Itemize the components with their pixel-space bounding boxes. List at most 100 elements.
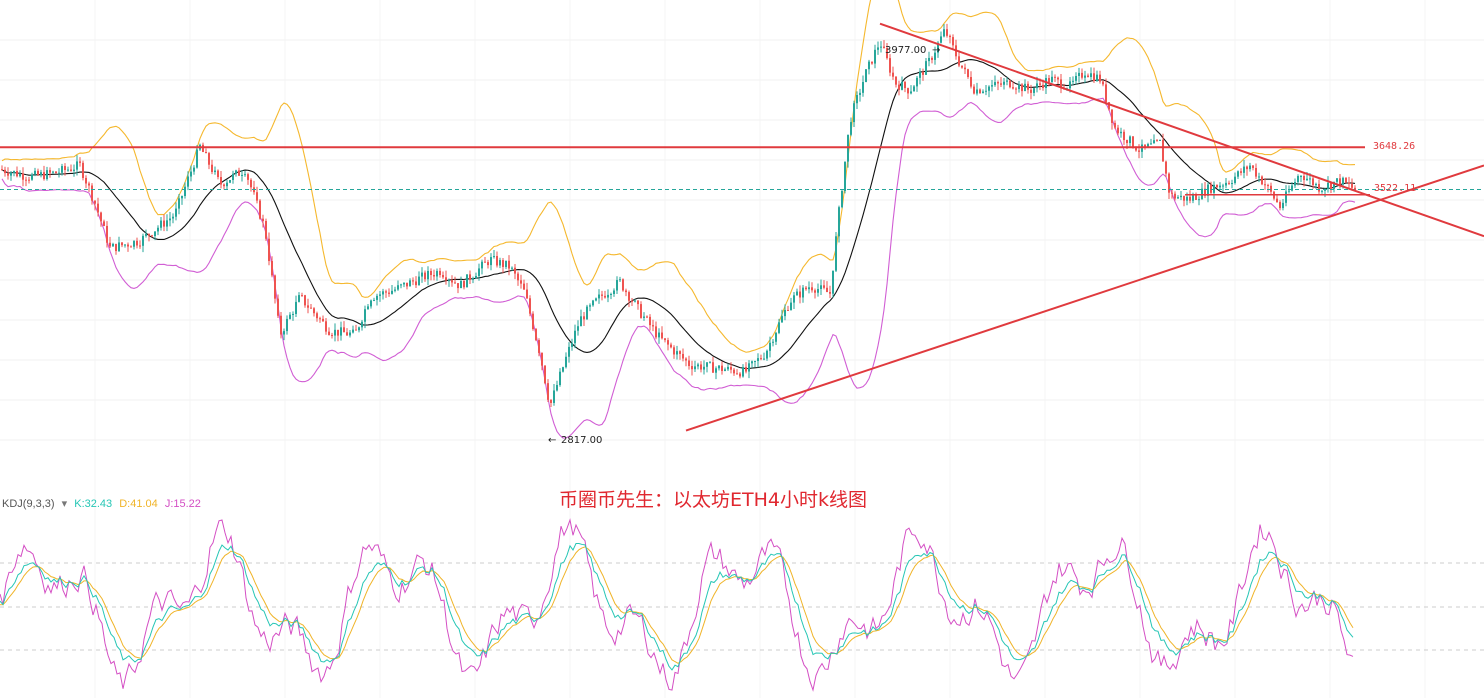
candle-body (379, 294, 381, 296)
upper-band-line (1, 0, 1356, 353)
candle-body (643, 316, 645, 318)
candle-body (265, 220, 267, 239)
candle-body (1345, 177, 1347, 183)
candle-body (562, 367, 564, 372)
candle-body (1192, 195, 1194, 201)
candle-body (943, 29, 945, 37)
candle-body (757, 358, 759, 362)
candle-body (694, 366, 696, 370)
candle-body (748, 363, 750, 372)
candle-body (685, 358, 687, 361)
candle-body (1201, 188, 1203, 200)
candle-body (34, 170, 36, 175)
candle-body (1, 169, 3, 171)
candle-body (115, 243, 117, 252)
candle-body (1228, 182, 1230, 184)
candle-body (676, 351, 678, 355)
candle-body (820, 285, 822, 290)
candle-body (691, 366, 693, 370)
candle-body (637, 300, 639, 305)
candle-body (385, 291, 387, 293)
candle-body (1096, 74, 1098, 81)
candle-body (1060, 79, 1062, 89)
candle-body (1099, 74, 1101, 82)
candle-body (331, 334, 333, 336)
candle-body (388, 292, 390, 294)
candle-body (901, 81, 903, 90)
candle-body (1276, 198, 1278, 203)
candle-body (277, 298, 279, 316)
candle-body (625, 290, 627, 293)
candle-body (247, 174, 249, 180)
candle-body (802, 287, 804, 298)
dropdown-caret-icon[interactable]: ▾ (61, 498, 68, 510)
candle-body (280, 315, 282, 335)
candle-body (1090, 73, 1092, 78)
candle-body (1300, 175, 1302, 177)
candle-body (436, 270, 438, 277)
candle-body (70, 169, 72, 171)
candle-body (874, 49, 876, 64)
candle-body (775, 332, 777, 342)
candle-body (322, 318, 324, 322)
candle-body (28, 179, 30, 181)
candle-body (310, 307, 312, 309)
candle-body (1213, 184, 1215, 193)
candle-body (475, 276, 477, 279)
candle-body (589, 305, 591, 307)
candle-body (907, 88, 909, 94)
candle-body (967, 69, 969, 78)
candle-body (1285, 191, 1287, 203)
candle-body (583, 316, 585, 320)
candle-body (1312, 178, 1314, 186)
candle-body (238, 170, 240, 176)
candle-body (679, 351, 681, 354)
candle-body (964, 67, 966, 70)
candle-body (913, 86, 915, 92)
candle-body (1054, 76, 1056, 78)
candle-body (37, 170, 39, 176)
candle-body (1132, 136, 1134, 148)
candle-body (421, 272, 423, 277)
indicator-name[interactable]: KDJ(9,3,3) (2, 498, 55, 510)
candle-body (1153, 140, 1155, 144)
candle-body (724, 369, 726, 371)
candle-body (616, 280, 618, 291)
candle-body (1111, 109, 1113, 123)
candle-body (970, 77, 972, 87)
candle-body (295, 301, 297, 314)
candle-body (88, 183, 90, 186)
candle-body (1351, 183, 1353, 188)
kdj-legend: KDJ(9,3,3) ▾ K:32.43 D:41.04 J:15.22 (2, 497, 205, 510)
resistance-label: 3648.26 (1373, 141, 1415, 152)
candle-body (916, 77, 918, 87)
candle-body (865, 69, 867, 82)
candle-body (415, 281, 417, 286)
candle-body (1165, 161, 1167, 174)
candle-body (1234, 176, 1236, 184)
candle-body (1123, 131, 1125, 141)
candle-body (370, 300, 372, 307)
low-price-label: 2817.00 (561, 435, 602, 446)
candle-body (1321, 190, 1323, 192)
candle-body (997, 82, 999, 84)
candle-body (1240, 171, 1242, 173)
candle-body (358, 327, 360, 331)
candle-body (1042, 84, 1044, 89)
candle-body (619, 279, 621, 281)
candle-body (1018, 84, 1020, 90)
candle-body (688, 360, 690, 367)
candle-body (463, 281, 465, 288)
candle-body (931, 57, 933, 60)
candle-body (1354, 187, 1356, 191)
j-value: J:15.22 (164, 498, 201, 510)
candle-body (1294, 182, 1296, 186)
candle-body (601, 294, 603, 296)
candle-body (472, 278, 474, 280)
candle-body (541, 352, 543, 366)
candle-body (568, 346, 570, 357)
candle-body (976, 89, 978, 94)
candle-body (769, 342, 771, 351)
candle-body (721, 365, 723, 371)
